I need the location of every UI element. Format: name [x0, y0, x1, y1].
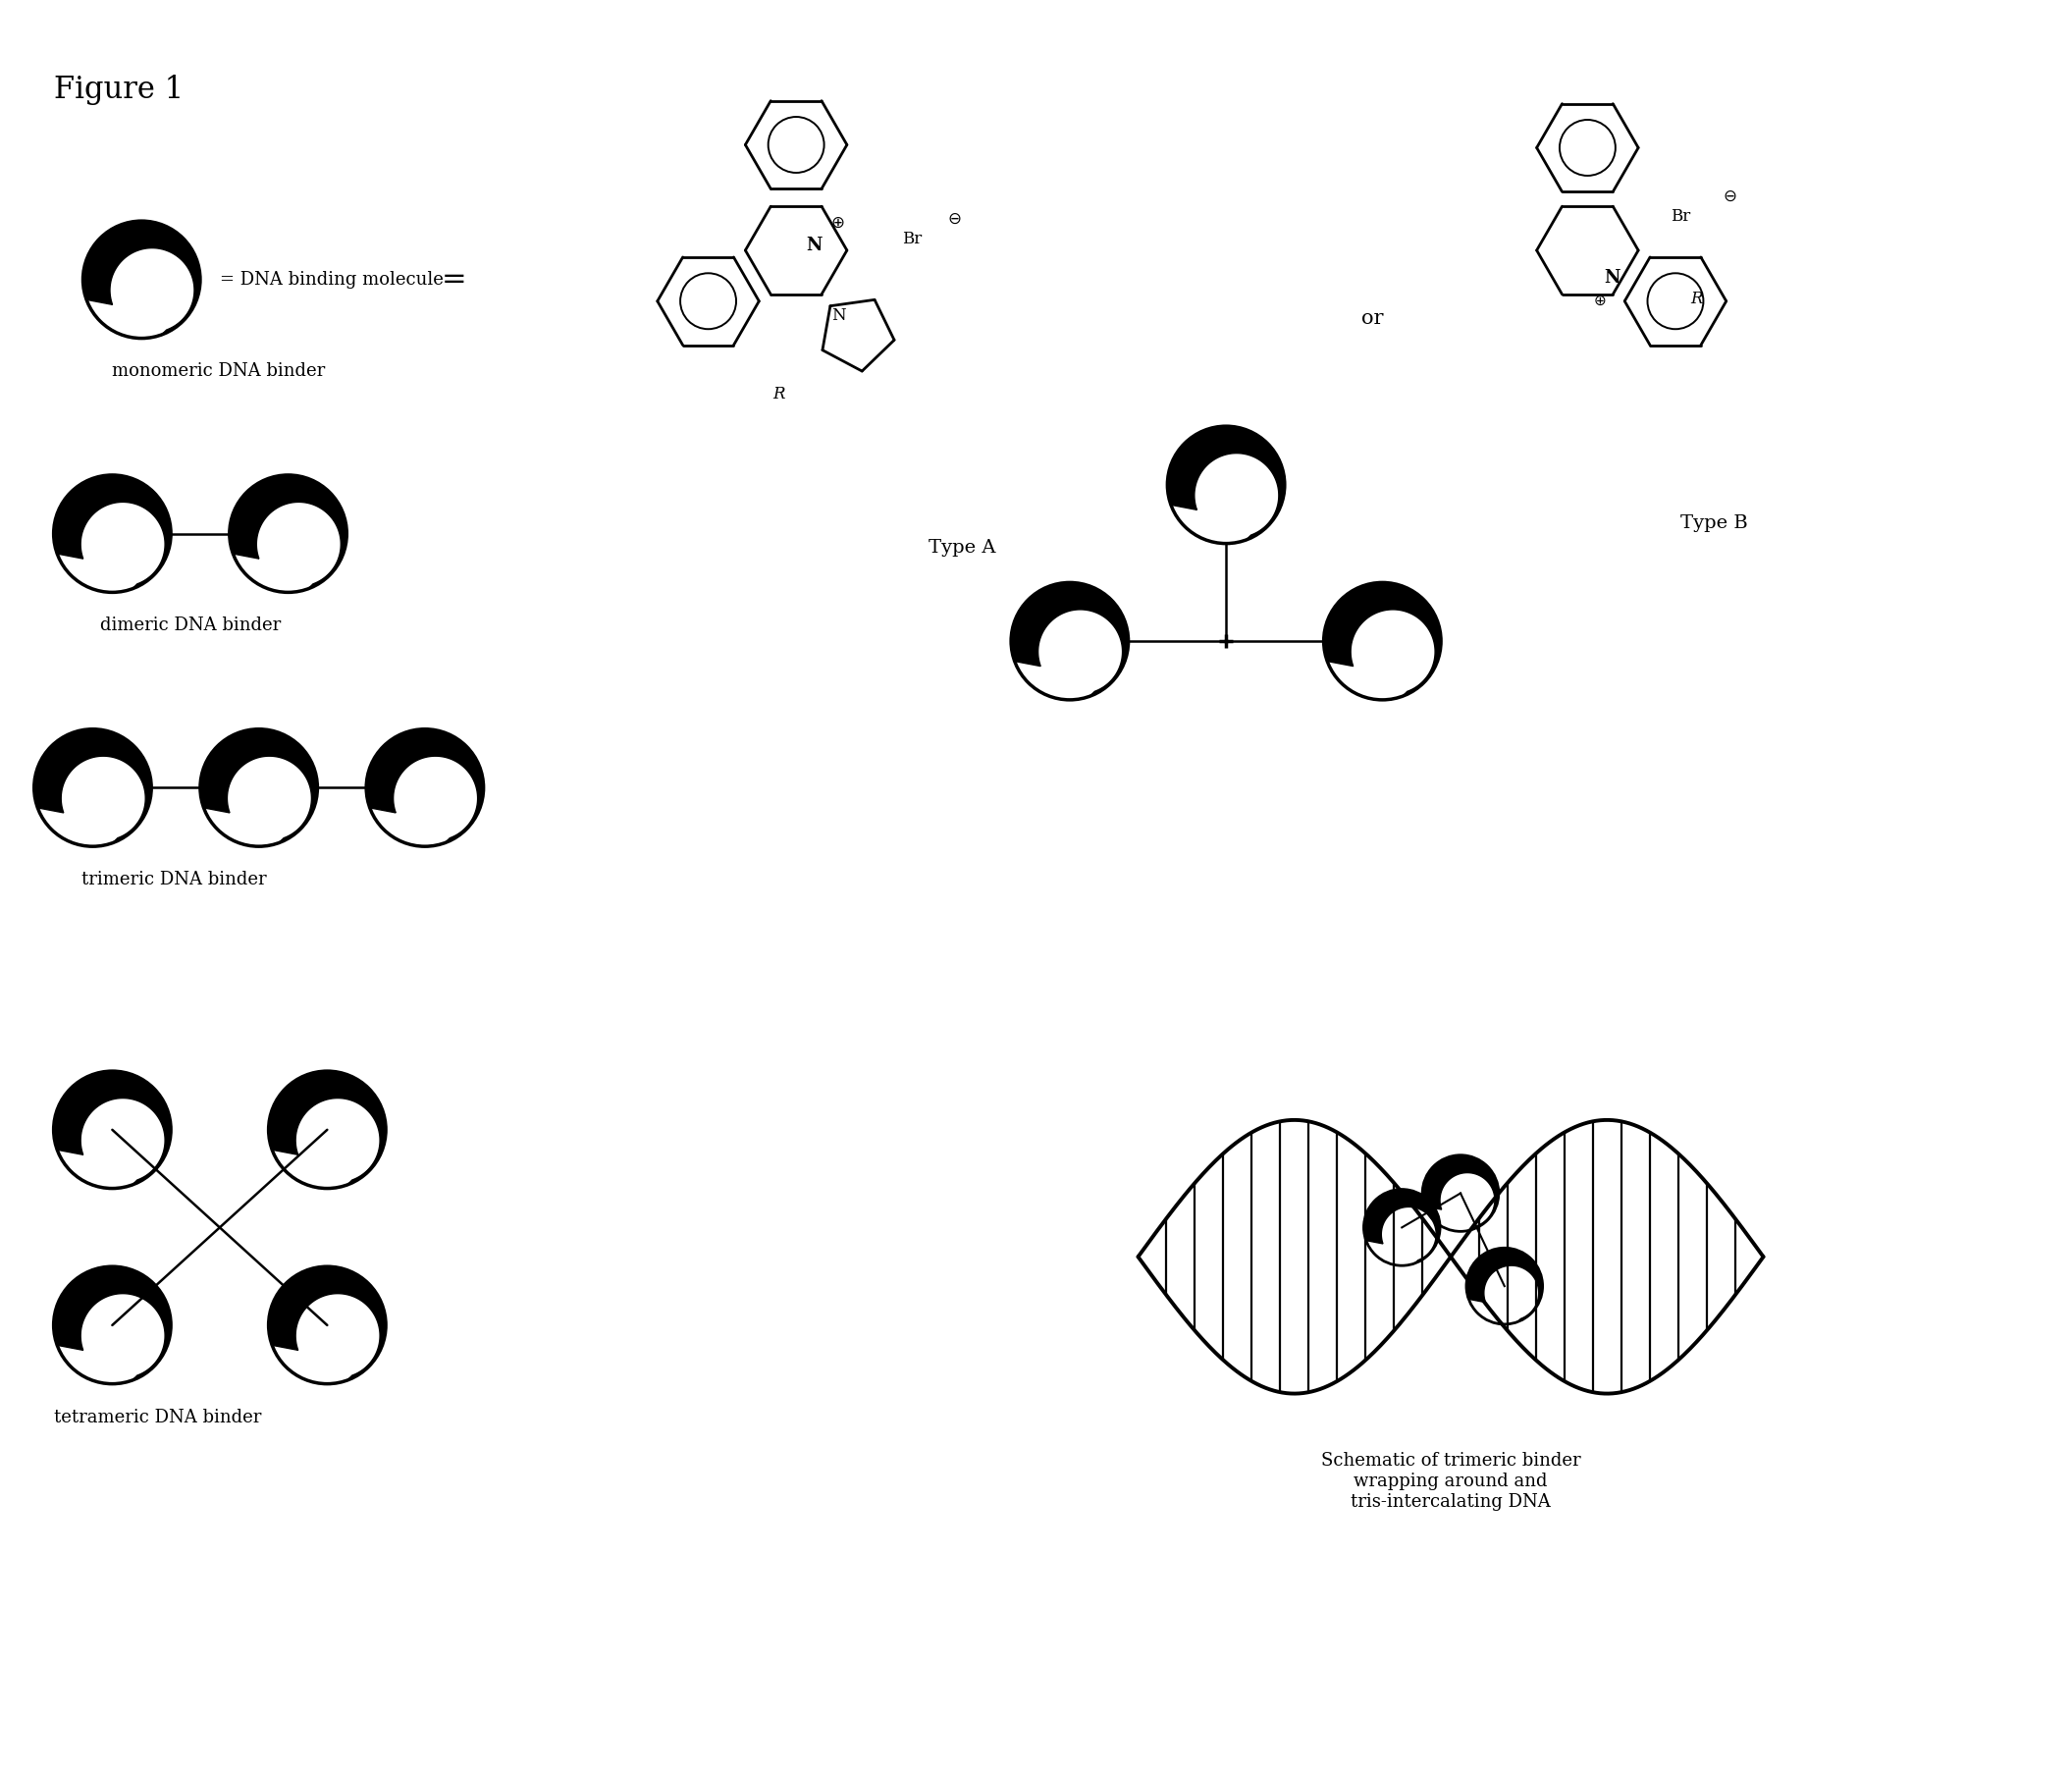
- Text: Figure 1: Figure 1: [54, 74, 182, 104]
- Polygon shape: [54, 1267, 170, 1380]
- Polygon shape: [367, 729, 483, 842]
- Text: =: =: [441, 265, 466, 294]
- Text: $\oplus$: $\oplus$: [1593, 294, 1606, 308]
- Text: Type B: Type B: [1680, 515, 1749, 532]
- Text: Schematic of trimeric binder
wrapping around and
tris-intercalating DNA: Schematic of trimeric binder wrapping ar…: [1320, 1452, 1581, 1511]
- Text: $\oplus$: $\oplus$: [831, 214, 843, 232]
- Text: R: R: [1691, 290, 1703, 308]
- Text: or: or: [1361, 310, 1384, 327]
- Text: R: R: [773, 386, 785, 402]
- Polygon shape: [269, 1072, 385, 1185]
- Polygon shape: [230, 476, 346, 589]
- Polygon shape: [1011, 582, 1129, 697]
- Polygon shape: [1167, 426, 1285, 540]
- Polygon shape: [33, 729, 151, 842]
- Polygon shape: [1324, 582, 1440, 697]
- Text: N: N: [806, 237, 823, 255]
- Text: trimeric DNA binder: trimeric DNA binder: [81, 870, 265, 888]
- Polygon shape: [1363, 1189, 1440, 1263]
- Text: = DNA binding molecule: = DNA binding molecule: [220, 271, 443, 288]
- Text: monomeric DNA binder: monomeric DNA binder: [112, 363, 325, 380]
- Text: Type A: Type A: [928, 538, 997, 555]
- Text: tetrameric DNA binder: tetrameric DNA binder: [54, 1408, 261, 1426]
- Text: $\ominus$: $\ominus$: [1722, 188, 1736, 205]
- Polygon shape: [1467, 1247, 1542, 1321]
- Polygon shape: [201, 729, 317, 842]
- Text: N: N: [1604, 269, 1620, 287]
- Polygon shape: [1421, 1155, 1498, 1229]
- Text: $\ominus$: $\ominus$: [947, 211, 961, 228]
- Polygon shape: [83, 221, 201, 334]
- Polygon shape: [269, 1267, 385, 1380]
- Text: N: N: [833, 308, 845, 324]
- Text: Br: Br: [1670, 207, 1691, 225]
- Polygon shape: [54, 476, 170, 589]
- Polygon shape: [54, 1072, 170, 1185]
- Text: Br: Br: [901, 230, 922, 248]
- Text: dimeric DNA binder: dimeric DNA binder: [102, 617, 282, 635]
